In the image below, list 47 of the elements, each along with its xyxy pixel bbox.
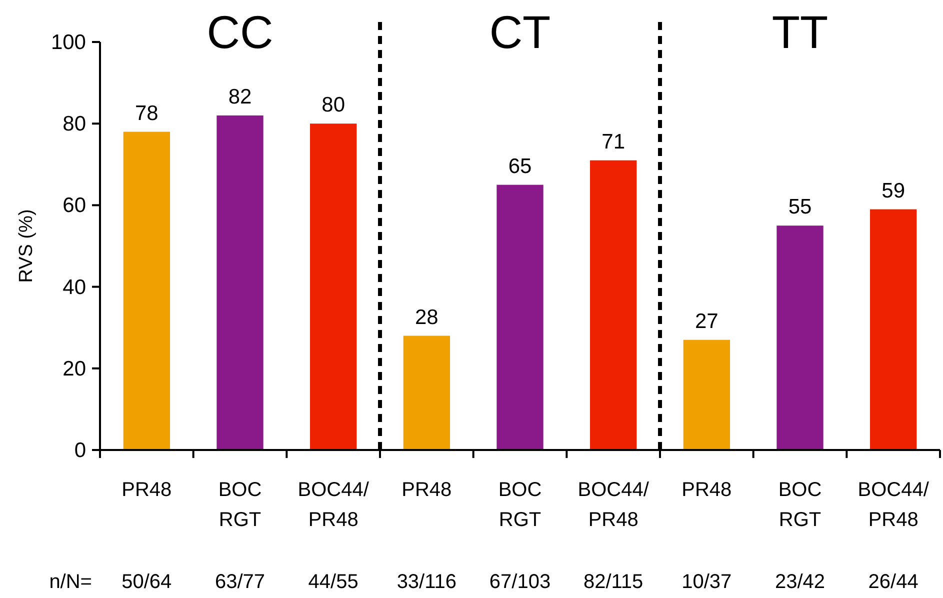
text: 50/64 <box>122 571 172 593</box>
y-axis-title: RVS (%) <box>16 209 37 283</box>
y-tick-label: 20 <box>62 357 86 380</box>
bar <box>403 336 450 450</box>
text: 44/55 <box>308 571 358 593</box>
bar <box>590 160 637 450</box>
bar <box>496 184 544 450</box>
y-tick-label: 60 <box>62 194 86 218</box>
bar <box>310 124 357 450</box>
y-tick-label: 40 <box>62 276 86 299</box>
y-tick-label: 80 <box>62 112 86 136</box>
x-tick-label: BOC44/ PR48 <box>858 479 930 531</box>
text: 10/37 <box>682 571 732 593</box>
text: n/N= <box>49 571 92 593</box>
data-label: 71 <box>602 130 626 154</box>
bar <box>870 209 917 450</box>
annotation: CC <box>206 6 274 58</box>
x-tick-label: PR48 <box>122 479 172 501</box>
y-tick-label: 100 <box>50 31 86 54</box>
annotation: CT <box>489 6 551 58</box>
x-tick-label: BOC44/ PR48 <box>578 479 650 531</box>
bar <box>216 115 264 450</box>
data-label: 59 <box>882 179 906 202</box>
bar <box>776 226 824 450</box>
bar <box>683 340 730 450</box>
text: 82/115 <box>583 571 644 593</box>
text: 26/44 <box>868 571 918 593</box>
x-tick-label: PR48 <box>402 479 452 501</box>
text: 33/116 <box>396 571 457 593</box>
x-tick-label: PR48 <box>682 479 732 501</box>
text: 63/77 <box>214 571 266 593</box>
text: 67/103 <box>489 571 551 593</box>
x-tick-label: BOC RGT <box>218 479 262 531</box>
data-label: 27 <box>694 310 718 333</box>
data-label: 82 <box>228 85 252 108</box>
data-label: 65 <box>508 154 532 178</box>
text: 23/42 <box>774 571 826 593</box>
data-label: 28 <box>414 306 438 329</box>
y-tick-label: 0 <box>74 439 86 462</box>
data-label: 80 <box>322 94 346 117</box>
x-tick-label: BOC44/ PR48 <box>298 479 370 531</box>
data-label: 78 <box>134 102 158 125</box>
bar <box>123 132 170 450</box>
annotation: TT <box>772 6 828 58</box>
x-tick-label: BOC RGT <box>498 479 542 531</box>
x-tick-label: BOC RGT <box>778 479 822 531</box>
data-label: 55 <box>788 196 812 219</box>
